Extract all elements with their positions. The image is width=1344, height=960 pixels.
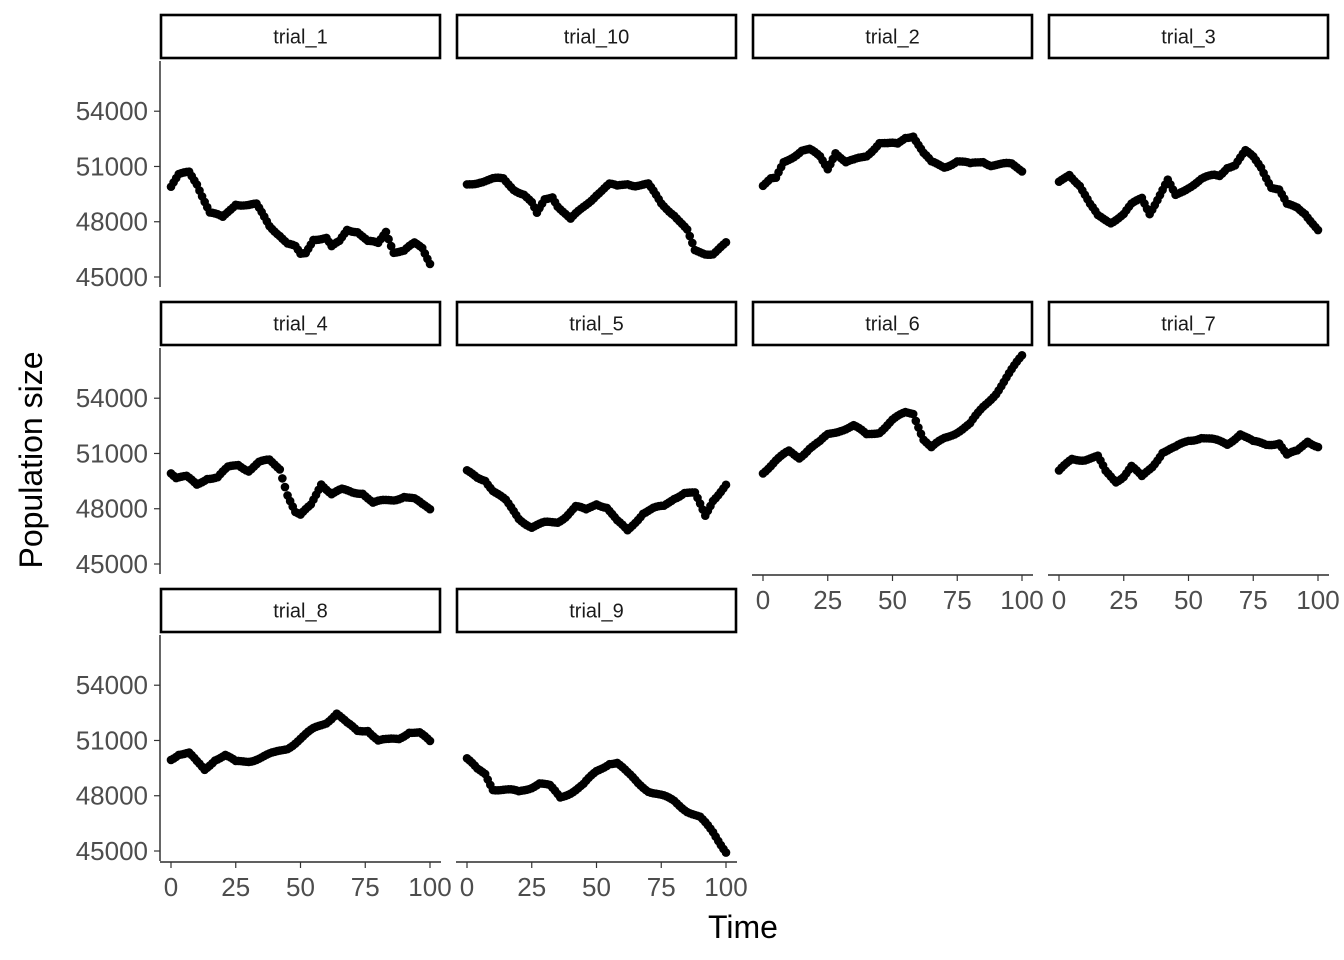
- y-tick-label: 45000: [76, 262, 148, 292]
- facet-strip-label: trial_2: [865, 27, 919, 49]
- y-tick-label: 54000: [76, 670, 148, 700]
- data-point: [1017, 167, 1027, 176]
- x-tick-label: 75: [1239, 585, 1268, 615]
- facet-panel: trial_1 45000 48000 51000 54000: [76, 13, 442, 292]
- facet-strip: [159, 13, 442, 60]
- data-point: [280, 482, 290, 492]
- facet-strip: [751, 13, 1034, 60]
- data-point: [381, 227, 391, 237]
- data-point: [275, 465, 285, 474]
- data-point: [1017, 350, 1027, 360]
- series-points: [462, 173, 731, 259]
- y-tick-label: 51000: [76, 725, 148, 755]
- x-tick-label: 0: [460, 872, 474, 902]
- series-points: [166, 167, 435, 269]
- facet-panel: trial_9 0 25 50 75 100: [455, 587, 748, 902]
- facet-strip: [1047, 13, 1330, 60]
- x-tick-label: 50: [286, 872, 315, 902]
- y-tick-label: 54000: [76, 96, 148, 126]
- data-point: [425, 504, 435, 514]
- x-tick-label: 0: [1052, 585, 1066, 615]
- series-points: [758, 132, 1027, 191]
- y-tick-label: 45000: [76, 549, 148, 579]
- x-tick-label: 75: [647, 872, 676, 902]
- facet-strip: [159, 587, 442, 634]
- data-point: [908, 409, 918, 419]
- data-point: [384, 234, 393, 244]
- facet-strip-label: trial_4: [273, 314, 327, 336]
- facet-strip: [455, 13, 738, 60]
- facet-panel: trial_10: [455, 13, 738, 259]
- series-points: [1054, 145, 1323, 235]
- facet-strip-label: trial_8: [273, 601, 327, 623]
- x-tick-label: 0: [756, 585, 770, 615]
- series-points: [166, 709, 435, 775]
- facet-strip-label: trial_9: [569, 601, 623, 623]
- facet-strip: [1047, 300, 1330, 347]
- series-points: [1054, 430, 1323, 487]
- series-points: [166, 455, 435, 519]
- facet-panel: trial_2: [751, 13, 1034, 191]
- facet-strip-label: trial_10: [564, 27, 630, 49]
- x-tick-label: 100: [704, 872, 747, 902]
- y-axis-title: Population size: [13, 351, 49, 568]
- data-point: [425, 736, 435, 746]
- data-point: [721, 848, 731, 857]
- facet-strip-label: trial_3: [1161, 27, 1215, 49]
- facet-panel: trial_4 45000 48000 51000 54000: [76, 300, 442, 579]
- facet-panel: trial_3: [1047, 13, 1330, 235]
- data-point: [911, 416, 921, 426]
- x-tick-label: 50: [582, 872, 611, 902]
- y-tick-label: 51000: [76, 151, 148, 181]
- x-tick-label: 25: [221, 872, 250, 902]
- data-point: [688, 238, 697, 248]
- series-points: [758, 350, 1027, 478]
- facet-panel: trial_6 0 25 50 75 100: [751, 300, 1044, 615]
- data-point: [685, 231, 695, 241]
- data-point: [682, 225, 692, 234]
- x-tick-label: 75: [351, 872, 380, 902]
- series-points: [462, 465, 731, 535]
- facet-strip-label: trial_5: [569, 314, 623, 336]
- facet-strip: [751, 300, 1034, 347]
- x-axis-title: Time: [708, 909, 778, 945]
- y-tick-label: 48000: [76, 781, 148, 811]
- facet-panel: trial_5: [455, 300, 738, 535]
- x-tick-label: 75: [943, 585, 972, 615]
- data-point: [721, 480, 731, 490]
- data-point: [1313, 442, 1323, 452]
- facet-strip: [455, 300, 738, 347]
- facet-panel: trial_7 0 25 50 75 100: [1047, 300, 1340, 615]
- x-tick-label: 0: [164, 872, 178, 902]
- x-tick-label: 100: [408, 872, 451, 902]
- facet-strip-label: trial_7: [1161, 314, 1215, 336]
- x-tick-label: 100: [1000, 585, 1043, 615]
- y-tick-label: 54000: [76, 383, 148, 413]
- x-tick-label: 100: [1296, 585, 1339, 615]
- facet-strip: [455, 587, 738, 634]
- x-tick-label: 25: [1109, 585, 1138, 615]
- x-tick-label: 25: [813, 585, 842, 615]
- y-tick-label: 45000: [76, 836, 148, 866]
- y-tick-label: 51000: [76, 438, 148, 468]
- x-tick-label: 50: [1174, 585, 1203, 615]
- data-point: [386, 241, 396, 251]
- facet-strip-label: trial_6: [865, 314, 919, 336]
- x-tick-label: 25: [517, 872, 546, 902]
- facet-strip: [159, 300, 442, 347]
- data-point: [721, 238, 731, 247]
- facet-strip-label: trial_1: [273, 27, 327, 49]
- series-points: [462, 753, 731, 857]
- data-point: [278, 474, 287, 483]
- x-tick-label: 50: [878, 585, 907, 615]
- y-tick-label: 48000: [76, 494, 148, 524]
- data-point: [1313, 225, 1323, 235]
- data-point: [425, 259, 435, 269]
- facet-panel: trial_8 45000 48000 51000 54000 0 25 50 75 100: [76, 587, 452, 902]
- y-tick-label: 48000: [76, 207, 148, 237]
